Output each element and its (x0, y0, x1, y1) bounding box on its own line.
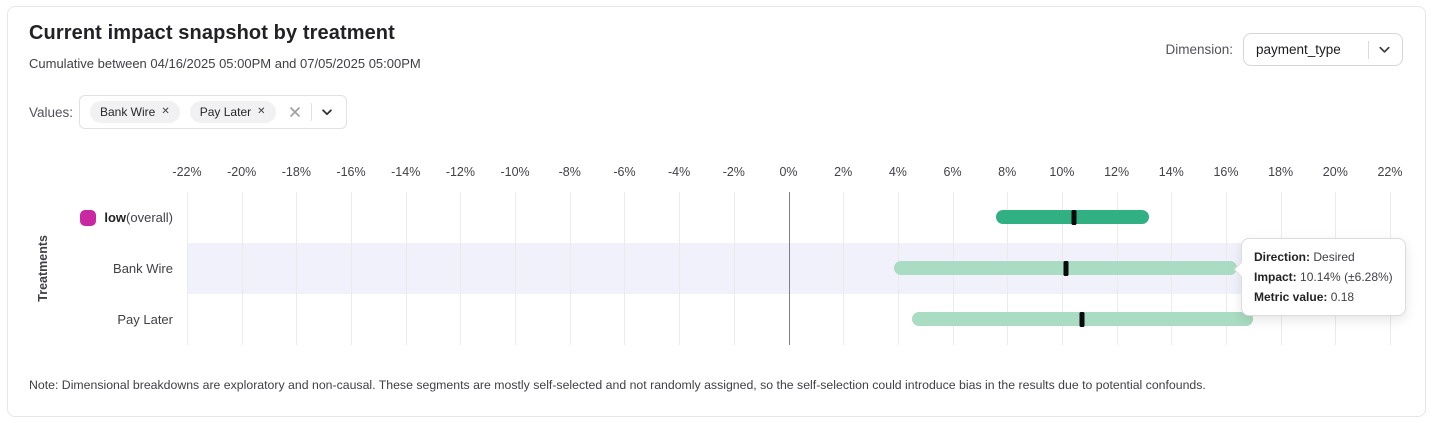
dimension-label: Dimension: (1165, 42, 1233, 57)
row-label-text: Bank Wire (113, 261, 173, 276)
impact-snapshot-card: Current impact snapshot by treatment Cum… (7, 6, 1426, 417)
x-axis-tick-label: -10% (500, 165, 530, 179)
chip-remove-icon[interactable]: ✕ (257, 106, 266, 117)
tooltip-metric-line: Metric value: 0.18 (1254, 290, 1355, 304)
row-label: low (overall) (8, 192, 173, 243)
clear-filters-button[interactable] (287, 104, 303, 120)
row-labels: low (overall) Bank Wire Pay Later (8, 192, 173, 345)
plot-area (187, 192, 1391, 345)
dimension-control: Dimension: payment_type (1165, 33, 1403, 66)
x-axis-tick-label: -2% (722, 165, 745, 179)
x-axis-tick-label: 10% (1049, 165, 1075, 179)
x-axis-tick-label: -4% (668, 165, 691, 179)
row-label-text: low (104, 210, 127, 225)
page-title: Current impact snapshot by treatment (29, 22, 395, 44)
gridline (733, 192, 735, 345)
x-axis-tick-label: 0% (779, 165, 798, 179)
dimension-select[interactable]: payment_type (1243, 33, 1403, 66)
x-axis: -22% -20% -18% -16% -14% -12% -10% -8% -6% -4% -2%… (172, 165, 1402, 181)
row-label: Bank Wire (8, 243, 173, 294)
chart-row (187, 243, 1390, 294)
x-axis-tick-label: -14% (391, 165, 421, 179)
legend-swatch (80, 209, 97, 226)
select-divider (1368, 40, 1369, 59)
gridline (679, 192, 681, 345)
x-axis-tick-label: 20% (1322, 165, 1348, 179)
gridline (351, 192, 353, 345)
filter-chip-label: Bank Wire (100, 105, 156, 119)
tooltip-direction-line: Direction: Desired (1254, 250, 1355, 264)
x-axis-tick-label: 14% (1158, 165, 1184, 179)
x-axis-tick-label: -18% (281, 165, 311, 179)
impact-center-marker (1079, 312, 1085, 327)
dimension-selected-value: payment_type (1256, 42, 1341, 57)
tooltip-impact-line: Impact: 10.14% (±6.28%) (1254, 270, 1393, 284)
x-axis-tick-label: 22% (1377, 165, 1403, 179)
x-axis-tick-label: 8% (998, 165, 1017, 179)
x-axis-tick-label: 16% (1213, 165, 1239, 179)
x-axis-tick-label: 12% (1104, 165, 1130, 179)
footnote: Note: Dimensional breakdowns are explora… (29, 378, 1206, 392)
chevron-down-icon (1377, 42, 1392, 57)
gridline (296, 192, 298, 345)
x-axis-tick-label: 4% (888, 165, 907, 179)
x-axis-tick-label: -12% (445, 165, 475, 179)
values-label: Values: (29, 105, 74, 120)
x-axis-tick-label: 18% (1268, 165, 1294, 179)
filter-chips: Bank Wire ✕ Pay Later ✕ (90, 101, 276, 123)
gridline (624, 192, 626, 345)
x-axis-tick-label: -8% (558, 165, 581, 179)
row-label: Pay Later (8, 294, 173, 345)
chip-remove-icon[interactable]: ✕ (161, 106, 170, 117)
chart-row (187, 294, 1390, 345)
filter-chip[interactable]: Pay Later ✕ (189, 101, 276, 123)
values-filter-box: Bank Wire ✕ Pay Later ✕ (79, 95, 347, 129)
page-subtitle: Cumulative between 04/16/2025 05:00PM an… (29, 56, 421, 71)
rows-layer (187, 192, 1390, 345)
x-axis-tick-label: -22% (172, 165, 202, 179)
tooltip: Direction: Desired Impact: 10.14% (±6.28… (1241, 238, 1406, 316)
row-label-text: Pay Later (117, 312, 173, 327)
chart-row (187, 192, 1390, 243)
gridline (569, 192, 571, 345)
values-dropdown-button[interactable] (320, 105, 334, 119)
x-axis-tick-label: -20% (227, 165, 257, 179)
gridline (405, 192, 407, 345)
impact-center-marker (1063, 261, 1069, 276)
x-axis-tick-label: 2% (834, 165, 853, 179)
filter-box-divider (311, 103, 312, 121)
x-axis-tick-label: 6% (943, 165, 962, 179)
impact-center-marker (1071, 210, 1077, 225)
row-label-suffix: (overall) (126, 210, 173, 225)
gridline (460, 192, 462, 345)
x-axis-tick-label: -6% (613, 165, 636, 179)
gridline (241, 192, 243, 345)
zero-gridline (788, 192, 790, 345)
filter-chip-label: Pay Later (199, 105, 252, 119)
gridline (187, 192, 188, 345)
gridline (515, 192, 517, 345)
filter-chip[interactable]: Bank Wire ✕ (90, 101, 180, 123)
gridline (843, 192, 845, 345)
x-axis-tick-label: -16% (336, 165, 366, 179)
